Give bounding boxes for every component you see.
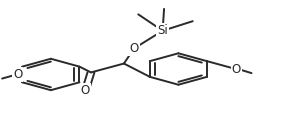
Text: O: O: [232, 63, 241, 75]
Text: O: O: [129, 42, 139, 55]
Text: O: O: [81, 84, 90, 97]
Text: Si: Si: [157, 24, 168, 37]
Text: O: O: [13, 68, 22, 81]
